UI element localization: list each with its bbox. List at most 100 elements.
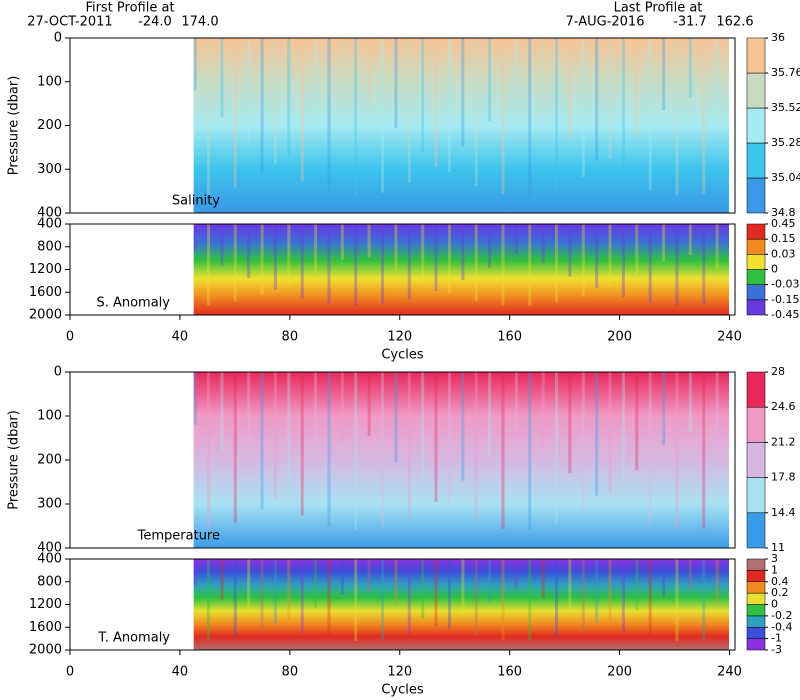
y-tick-label: 100 — [37, 74, 62, 89]
field-texture — [514, 38, 518, 95]
y-tick-label: 1600 — [29, 285, 62, 300]
x-tick-label: 200 — [607, 665, 632, 680]
x-axis-label: Cycles — [381, 348, 424, 363]
field-texture — [367, 372, 371, 437]
field-texture — [327, 372, 331, 527]
first-date: 27-OCT-2011 — [27, 15, 112, 30]
colorbar-segment — [746, 284, 766, 301]
field-texture — [581, 559, 585, 632]
colorbar-label: -0.15 — [771, 293, 799, 306]
field-texture — [233, 372, 237, 523]
colorbar-label: 28 — [771, 365, 785, 378]
field-texture — [501, 559, 505, 641]
field-texture — [287, 559, 291, 621]
field-texture — [702, 38, 706, 194]
field-texture — [688, 372, 692, 432]
colorbar-label: 0.45 — [771, 217, 796, 230]
data-field — [193, 559, 729, 650]
colorbar-segment — [746, 570, 766, 582]
field-texture — [367, 38, 371, 102]
colorbar-segment — [746, 604, 766, 617]
field-texture — [394, 372, 398, 463]
field-texture — [287, 224, 291, 286]
x-tick-label: 80 — [282, 330, 299, 345]
colorbar-segment — [746, 223, 766, 240]
colorbar-label: 3 — [771, 552, 778, 565]
y-tick-label: 400 — [37, 206, 62, 221]
field-texture — [461, 372, 465, 481]
field-texture — [608, 372, 612, 494]
field-texture — [193, 372, 197, 425]
colorbar-label: 0 — [771, 263, 778, 276]
field-texture — [541, 372, 545, 448]
colorbar-label: -1 — [771, 632, 782, 645]
field-texture — [273, 224, 277, 290]
field-texture — [421, 559, 425, 619]
field-texture — [514, 372, 518, 430]
field-texture — [474, 559, 478, 636]
field-texture — [528, 372, 532, 530]
x-tick-label: 40 — [172, 665, 189, 680]
data-field — [193, 224, 729, 315]
colorbar-segment — [746, 37, 766, 74]
field-texture — [621, 224, 625, 298]
field-texture — [394, 559, 398, 606]
field-texture — [715, 38, 719, 125]
colorbar-label: 0.2 — [771, 586, 789, 599]
field-texture — [220, 224, 224, 266]
field-texture — [340, 372, 344, 441]
field-texture — [648, 38, 652, 191]
colorbar-segment — [746, 254, 766, 270]
x-tick-label: 0 — [66, 665, 74, 680]
field-texture — [447, 38, 451, 172]
y-axis-label: Pressure (dbar) — [7, 410, 22, 510]
field-texture — [220, 38, 224, 118]
field-texture — [447, 559, 451, 629]
colorbar-label: 17.8 — [771, 471, 796, 484]
colorbar-segment — [746, 238, 766, 255]
field-texture — [488, 38, 492, 122]
field-texture — [207, 372, 211, 530]
field-texture — [675, 559, 679, 641]
colorbar-label: -3 — [771, 643, 782, 656]
field-texture — [193, 559, 197, 587]
colorbar-label: 35.04 — [771, 171, 800, 184]
field-texture — [635, 224, 639, 275]
colorbar-segment — [746, 406, 766, 443]
field-texture — [474, 224, 478, 301]
field-texture — [207, 559, 211, 641]
field-texture — [260, 372, 264, 510]
field-texture — [407, 559, 411, 635]
field-texture — [595, 224, 599, 288]
colorbar-label: -0.45 — [771, 308, 799, 321]
first-lat: -24.0 — [138, 15, 172, 30]
colorbar-label: -0.03 — [771, 278, 799, 291]
x-tick-label: 120 — [387, 665, 412, 680]
field-texture — [447, 372, 451, 507]
field-texture — [300, 224, 304, 299]
colorbar-segment — [746, 592, 766, 605]
y-tick-label: 200 — [37, 453, 62, 468]
field-texture — [300, 559, 304, 634]
y-tick-label: 400 — [37, 552, 62, 567]
field-texture — [541, 559, 545, 599]
colorbar-label: 11 — [771, 541, 785, 554]
field-texture — [662, 559, 666, 597]
field-texture — [407, 372, 411, 518]
field-texture — [648, 372, 652, 526]
y-tick-label: 1600 — [29, 620, 62, 635]
field-texture — [273, 38, 277, 164]
field-texture — [702, 224, 706, 305]
first-lon: 174.0 — [181, 15, 218, 30]
field-texture — [193, 38, 197, 91]
field-texture — [247, 224, 251, 279]
field-texture — [354, 38, 358, 196]
colorbar-segment — [746, 627, 766, 639]
y-tick-label: 400 — [37, 217, 62, 232]
field-texture — [702, 372, 706, 529]
field-texture — [381, 559, 385, 640]
field-texture — [381, 372, 385, 528]
colorbar-segment — [746, 558, 766, 571]
colorbar-segment — [746, 477, 766, 514]
colorbar-label: -0.4 — [771, 620, 792, 633]
